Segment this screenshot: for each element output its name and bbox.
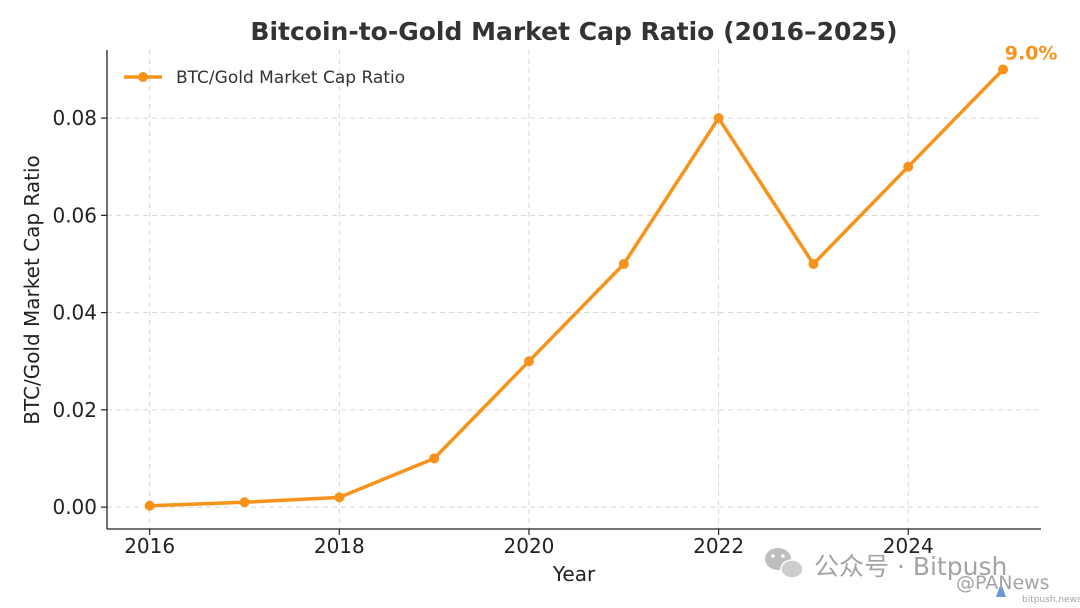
annotations: 9.0% <box>1005 42 1058 64</box>
x-tick-label: 2020 <box>504 534 555 558</box>
grid <box>107 50 1041 529</box>
data-point <box>618 258 629 269</box>
y-tick-label: 0.06 <box>52 203 97 227</box>
data-point <box>523 356 534 367</box>
data-point <box>998 64 1009 75</box>
data-point <box>239 497 250 508</box>
watermark-panews-text: @PANews <box>956 572 1050 594</box>
x-tick-label: 2022 <box>693 534 744 558</box>
panews-logo-icon <box>996 583 1006 597</box>
y-tick-label: 0.00 <box>52 495 97 519</box>
legend: BTC/Gold Market Cap Ratio <box>124 68 405 88</box>
data-point <box>144 500 155 511</box>
watermark: 公众号 · Bitpush @PANews bitpush.news <box>765 548 1080 605</box>
series-line <box>147 67 1005 508</box>
watermark-wechat-text: 公众号 · Bitpush <box>814 552 1007 581</box>
axes <box>106 50 1041 530</box>
x-axis-label: Year <box>552 562 596 586</box>
legend-label: BTC/Gold Market Cap Ratio <box>176 68 405 88</box>
chart-title: Bitcoin-to-Gold Market Cap Ratio (2016–2… <box>250 17 897 46</box>
y-ticks: 0.00 0.02 0.04 0.06 0.08 <box>52 106 107 519</box>
data-point <box>334 492 345 503</box>
x-tick-label: 2024 <box>883 534 934 558</box>
legend-swatch-marker <box>138 72 148 82</box>
data-point <box>808 258 819 269</box>
annotation-label: 9.0% <box>1005 42 1058 64</box>
x-tick-label: 2018 <box>314 534 365 558</box>
data-point <box>903 161 914 172</box>
data-point <box>713 113 724 124</box>
series <box>144 64 1009 511</box>
y-tick-label: 0.02 <box>52 398 97 422</box>
y-axis-label: BTC/Gold Market Cap Ratio <box>20 155 44 425</box>
y-tick-label: 0.08 <box>52 106 97 130</box>
data-point <box>429 453 440 464</box>
x-ticks: 2016 2018 2020 2022 2024 <box>124 529 934 558</box>
watermark-panews-sub: bitpush.news <box>1022 595 1080 605</box>
wechat-icon <box>765 548 804 579</box>
y-tick-label: 0.04 <box>52 301 97 325</box>
x-tick-label: 2016 <box>124 534 175 558</box>
